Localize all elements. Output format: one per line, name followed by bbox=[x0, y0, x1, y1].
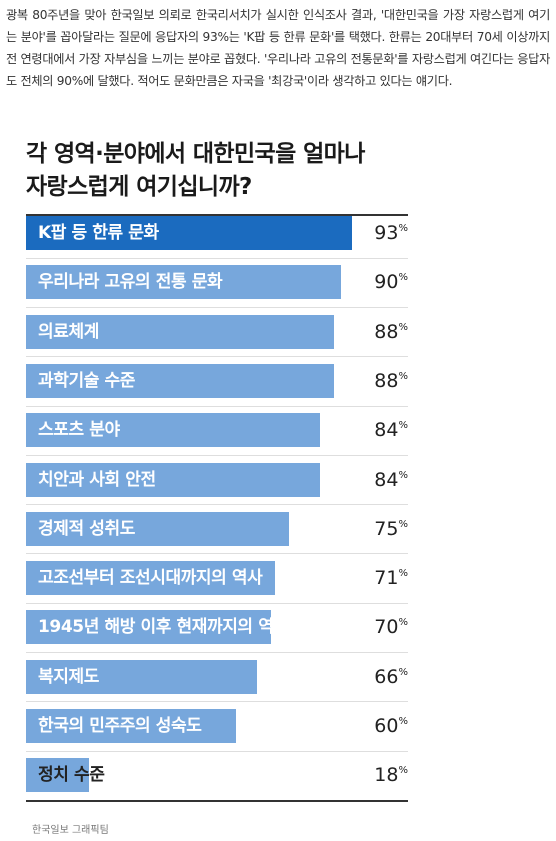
bar-label: 경제적 성취도 bbox=[38, 518, 135, 539]
bar-label: 우리나라 고유의 전통 문화 bbox=[38, 272, 223, 293]
bar bbox=[26, 363, 334, 398]
bar-row: 복지제도 66% bbox=[26, 659, 408, 694]
bar-value-number: 71 bbox=[374, 567, 399, 590]
bar bbox=[26, 758, 89, 793]
bar bbox=[26, 314, 334, 349]
bar-row: K팝 등 한류 문화 93% bbox=[26, 216, 408, 250]
row-divider bbox=[26, 405, 408, 407]
bar-row: 경제적 성취도 75% bbox=[26, 511, 408, 546]
row-divider bbox=[26, 701, 408, 703]
bar-value-unit: % bbox=[398, 420, 408, 432]
bar-row: 과학기술 수준 88% bbox=[26, 363, 408, 398]
bar-label: K팝 등 한류 문화 bbox=[38, 223, 159, 243]
bar-value-unit: % bbox=[398, 370, 408, 382]
row-divider bbox=[26, 504, 408, 506]
bar-value: 84% bbox=[374, 463, 408, 497]
bar-value-unit: % bbox=[398, 765, 408, 777]
bar-value: 84% bbox=[374, 413, 408, 447]
bar-value-number: 84 bbox=[374, 419, 399, 442]
bar-row: 1945년 해방 이후 현재까지의 역사 70% bbox=[26, 610, 408, 645]
bar-value-unit: % bbox=[398, 469, 408, 481]
bar-row: 의료체계 88% bbox=[26, 314, 408, 349]
bar-row: 정치 수준 18% bbox=[26, 758, 408, 793]
bar-value-unit: % bbox=[398, 666, 408, 678]
bar bbox=[26, 561, 275, 596]
row-divider bbox=[26, 356, 408, 358]
bar-value: 71% bbox=[374, 561, 408, 595]
chart-figure: 각 영역·분야에서 대한민국을 얼마나 자랑스럽게 여기십니까? K팝 등 한류… bbox=[26, 138, 408, 818]
bar bbox=[26, 709, 236, 743]
bar-label: 치안과 사회 안전 bbox=[38, 469, 156, 490]
bar-value: 88% bbox=[374, 364, 408, 398]
bar-value: 93% bbox=[374, 216, 408, 250]
bar-row: 고조선부터 조선시대까지의 역사 71% bbox=[26, 561, 408, 596]
bar-value-number: 84 bbox=[374, 468, 399, 491]
article-text: 광복 80주년을 맞아 한국일보 의뢰로 한국리서치가 실시한 인식조사 결과,… bbox=[6, 4, 550, 92]
bar-value: 75% bbox=[374, 512, 408, 546]
bar-value-number: 90 bbox=[374, 271, 399, 294]
chart-title-line1: 각 영역·분야에서 대한민국을 얼마나 bbox=[26, 141, 365, 167]
bar-value-unit: % bbox=[398, 223, 408, 234]
bar-value-number: 66 bbox=[374, 665, 399, 688]
bar-value: 60% bbox=[374, 709, 408, 743]
bar-label: 한국의 민주주의 성숙도 bbox=[38, 716, 202, 736]
chart-title: 각 영역·분야에서 대한민국을 얼마나 자랑스럽게 여기십니까? bbox=[26, 138, 408, 204]
bar-value-number: 60 bbox=[374, 715, 399, 737]
bar-value-number: 88 bbox=[374, 320, 399, 343]
graphic-credit: 한국일보 그래픽팀 bbox=[32, 825, 109, 836]
bar-label: 스포츠 분야 bbox=[38, 420, 120, 441]
bar-label: 고조선부터 조선시대까지의 역사 bbox=[38, 568, 263, 589]
bar-value: 66% bbox=[374, 660, 408, 694]
bar-row: 스포츠 분야 84% bbox=[26, 413, 408, 448]
bar-value-number: 88 bbox=[374, 369, 399, 392]
bar-value-unit: % bbox=[398, 272, 408, 284]
bar-value-number: 93 bbox=[374, 222, 399, 244]
bar-value: 70% bbox=[374, 610, 408, 644]
bar-label: 정치 수준 bbox=[38, 765, 105, 786]
bar-label: 과학기술 수준 bbox=[38, 370, 135, 391]
bar-row: 우리나라 고유의 전통 문화 90% bbox=[26, 265, 408, 300]
row-divider bbox=[26, 652, 408, 654]
chart-bottom-rule bbox=[26, 800, 408, 802]
bar bbox=[26, 659, 257, 694]
bar-value-number: 75 bbox=[374, 517, 399, 540]
article-paragraph: 광복 80주년을 맞아 한국일보 의뢰로 한국리서치가 실시한 인식조사 결과,… bbox=[6, 8, 550, 88]
bar bbox=[26, 610, 271, 645]
row-divider bbox=[26, 602, 408, 604]
row-divider bbox=[26, 553, 408, 555]
bar-value-unit: % bbox=[398, 617, 408, 629]
bar-row: 한국의 민주주의 성숙도 60% bbox=[26, 709, 408, 743]
bar-row: 치안과 사회 안전 84% bbox=[26, 462, 408, 497]
bar-label: 복지제도 bbox=[38, 666, 99, 687]
bar bbox=[26, 216, 352, 250]
row-divider bbox=[26, 454, 408, 456]
bar-value-number: 70 bbox=[374, 616, 399, 639]
bar-value: 90% bbox=[374, 265, 408, 299]
row-divider bbox=[26, 306, 408, 308]
row-divider bbox=[26, 257, 408, 259]
bar bbox=[26, 413, 320, 448]
chart-title-line2: 자랑스럽게 여기십니까? bbox=[26, 174, 252, 200]
bar bbox=[26, 462, 320, 497]
bar-value-number: 18 bbox=[374, 764, 399, 787]
bar-chart: K팝 등 한류 문화 93% 우리나라 고유의 전통 문화 90% 의료체계 88% 과학기… bbox=[26, 138, 408, 818]
bar-label: 1945년 해방 이후 현재까지의 역사 bbox=[38, 617, 289, 638]
bar bbox=[26, 511, 289, 546]
row-divider bbox=[26, 750, 408, 752]
bar bbox=[26, 265, 341, 300]
bar-value: 18% bbox=[374, 758, 408, 792]
bar-value: 88% bbox=[374, 315, 408, 349]
bar-value-unit: % bbox=[398, 518, 408, 530]
bar-value-unit: % bbox=[398, 568, 408, 580]
bar-value-unit: % bbox=[398, 716, 408, 727]
bar-label: 의료체계 bbox=[38, 321, 99, 342]
bar-value-unit: % bbox=[398, 321, 408, 333]
chart-top-rule bbox=[26, 214, 408, 216]
